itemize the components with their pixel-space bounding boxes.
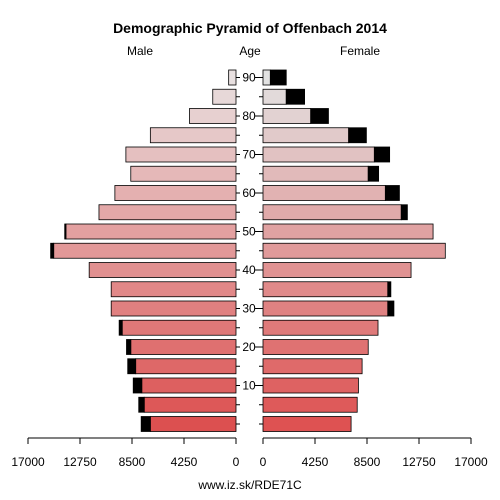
male-bar-80-84	[189, 108, 237, 124]
female-bar-50-54	[262, 223, 434, 240]
age-tick-label: 10	[242, 379, 256, 393]
axes-group: 10 20 30 40 50 60 70 80 90 17000 12750 8500 4250 0 0 42…	[11, 71, 488, 470]
male-bar-65-69	[130, 165, 237, 182]
female-bar-5-9	[262, 396, 358, 413]
female-excess-80-84	[310, 108, 329, 124]
male-x-tick-label: 0	[233, 455, 240, 469]
male-excess-45-49	[50, 242, 55, 259]
male-bar-40-44	[88, 262, 237, 278]
female-excess-65-69	[367, 165, 380, 182]
female-x-tick-label: 4250	[302, 455, 329, 469]
female-label: Female	[340, 44, 380, 58]
male-excess-5-9	[138, 396, 145, 413]
female-excess-55-59	[400, 204, 408, 221]
source-label: www.iz.sk/RDE71C	[197, 478, 302, 492]
male-bar-90+	[228, 69, 237, 86]
chart-title: Demographic Pyramid of Offenbach 2014	[113, 20, 387, 36]
female-excess-60-64	[384, 185, 400, 201]
male-bar-30-34	[110, 300, 237, 317]
male-excess-25-29	[118, 319, 123, 336]
male-bar-50-54	[65, 223, 237, 240]
female-excess-35-39	[387, 281, 392, 298]
age-tick-label: 80	[242, 109, 256, 123]
age-tick-label: 60	[242, 186, 256, 200]
age-tick-label: 40	[242, 263, 256, 277]
female-bar-10-14	[262, 377, 359, 394]
male-x-tick-label: 12750	[63, 455, 97, 469]
female-x-tick-label: 12750	[402, 455, 436, 469]
female-bar-60-64	[262, 185, 386, 201]
male-bar-25-29	[121, 319, 237, 336]
female-excess-85-89	[285, 88, 306, 105]
female-x-tick-label: 0	[260, 455, 267, 469]
male-bar-75-79	[149, 127, 237, 144]
age-tick-label: 70	[242, 148, 256, 162]
female-bar-90+	[262, 69, 271, 86]
female-bar-35-39	[262, 281, 389, 298]
female-bar-85-89	[262, 88, 287, 105]
female-bar-15-19	[262, 358, 363, 375]
female-excess-75-79	[348, 127, 367, 144]
female-bar-25-29	[262, 319, 379, 336]
male-bar-35-39	[110, 281, 237, 298]
female-bar-0-4	[262, 416, 352, 432]
female-bar-80-84	[262, 108, 312, 124]
male-bar-55-59	[98, 204, 237, 221]
age-tick-label: 50	[242, 225, 256, 239]
male-x-tick-label: 4250	[171, 455, 198, 469]
female-bar-65-69	[262, 165, 369, 182]
age-tick-label: 20	[242, 340, 256, 354]
female-excess-70-74	[373, 146, 391, 163]
male-excess-0-4	[140, 416, 151, 432]
male-bar-85-89	[212, 88, 237, 105]
age-label: Age	[239, 44, 261, 58]
male-excess-50-54	[64, 223, 67, 240]
male-bar-0-4	[149, 416, 237, 432]
male-bar-20-24	[130, 339, 237, 355]
female-x-tick-label: 17000	[454, 455, 488, 469]
male-bar-45-49	[53, 242, 237, 259]
male-bar-15-19	[135, 358, 237, 375]
female-bar-55-59	[262, 204, 402, 221]
female-bar-40-44	[262, 262, 412, 278]
female-bar-45-49	[262, 242, 446, 259]
age-tick-label: 90	[242, 71, 256, 85]
male-bar-60-64	[114, 185, 237, 201]
female-bar-30-34	[262, 300, 389, 317]
bars-group	[50, 69, 446, 432]
female-excess-30-34	[387, 300, 395, 317]
age-tick-label: 30	[242, 302, 256, 316]
male-excess-20-24	[126, 339, 132, 355]
male-x-tick-label: 8500	[119, 455, 146, 469]
female-bar-70-74	[262, 146, 375, 163]
male-bar-5-9	[143, 396, 237, 413]
female-bar-20-24	[262, 339, 369, 355]
male-bar-70-74	[125, 146, 237, 163]
male-bar-10-14	[141, 377, 237, 394]
male-excess-15-19	[127, 358, 137, 375]
male-x-tick-label: 17000	[11, 455, 45, 469]
male-excess-10-14	[132, 377, 143, 394]
female-bar-75-79	[262, 127, 350, 144]
female-excess-90+	[269, 69, 287, 86]
male-label: Male	[127, 44, 153, 58]
female-x-tick-label: 8500	[354, 455, 381, 469]
